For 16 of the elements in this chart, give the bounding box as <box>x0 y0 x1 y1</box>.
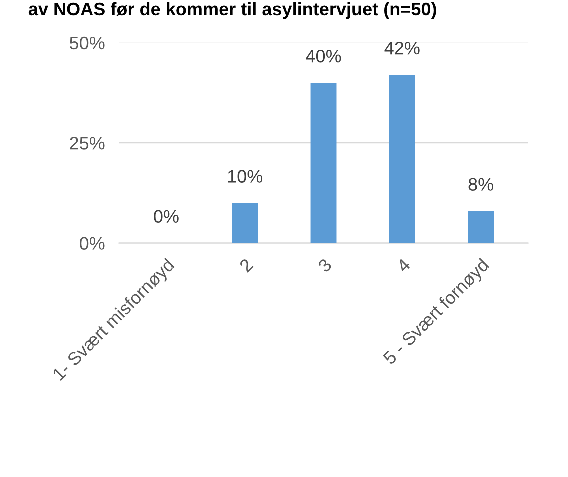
y-tick-label: 50% <box>70 36 105 50</box>
y-tick-label: 25% <box>70 137 105 150</box>
data-label: 8% <box>468 178 494 191</box>
x-tick-label: 4 <box>396 258 412 274</box>
data-label: 42% <box>384 42 420 55</box>
data-label: 10% <box>228 170 263 183</box>
bar <box>310 83 337 244</box>
data-label: 40% <box>306 50 342 63</box>
data-label: 0% <box>154 210 179 224</box>
bar <box>468 211 494 244</box>
bar <box>389 74 416 244</box>
chart-title: av NOAS før de kommer til asylintervjuet (n=50) <box>28 2 436 20</box>
x-tick-label: 2 <box>238 258 254 273</box>
bar <box>232 203 258 244</box>
x-tick-label: 3 <box>317 258 333 274</box>
y-tick-label: 0% <box>80 237 105 250</box>
